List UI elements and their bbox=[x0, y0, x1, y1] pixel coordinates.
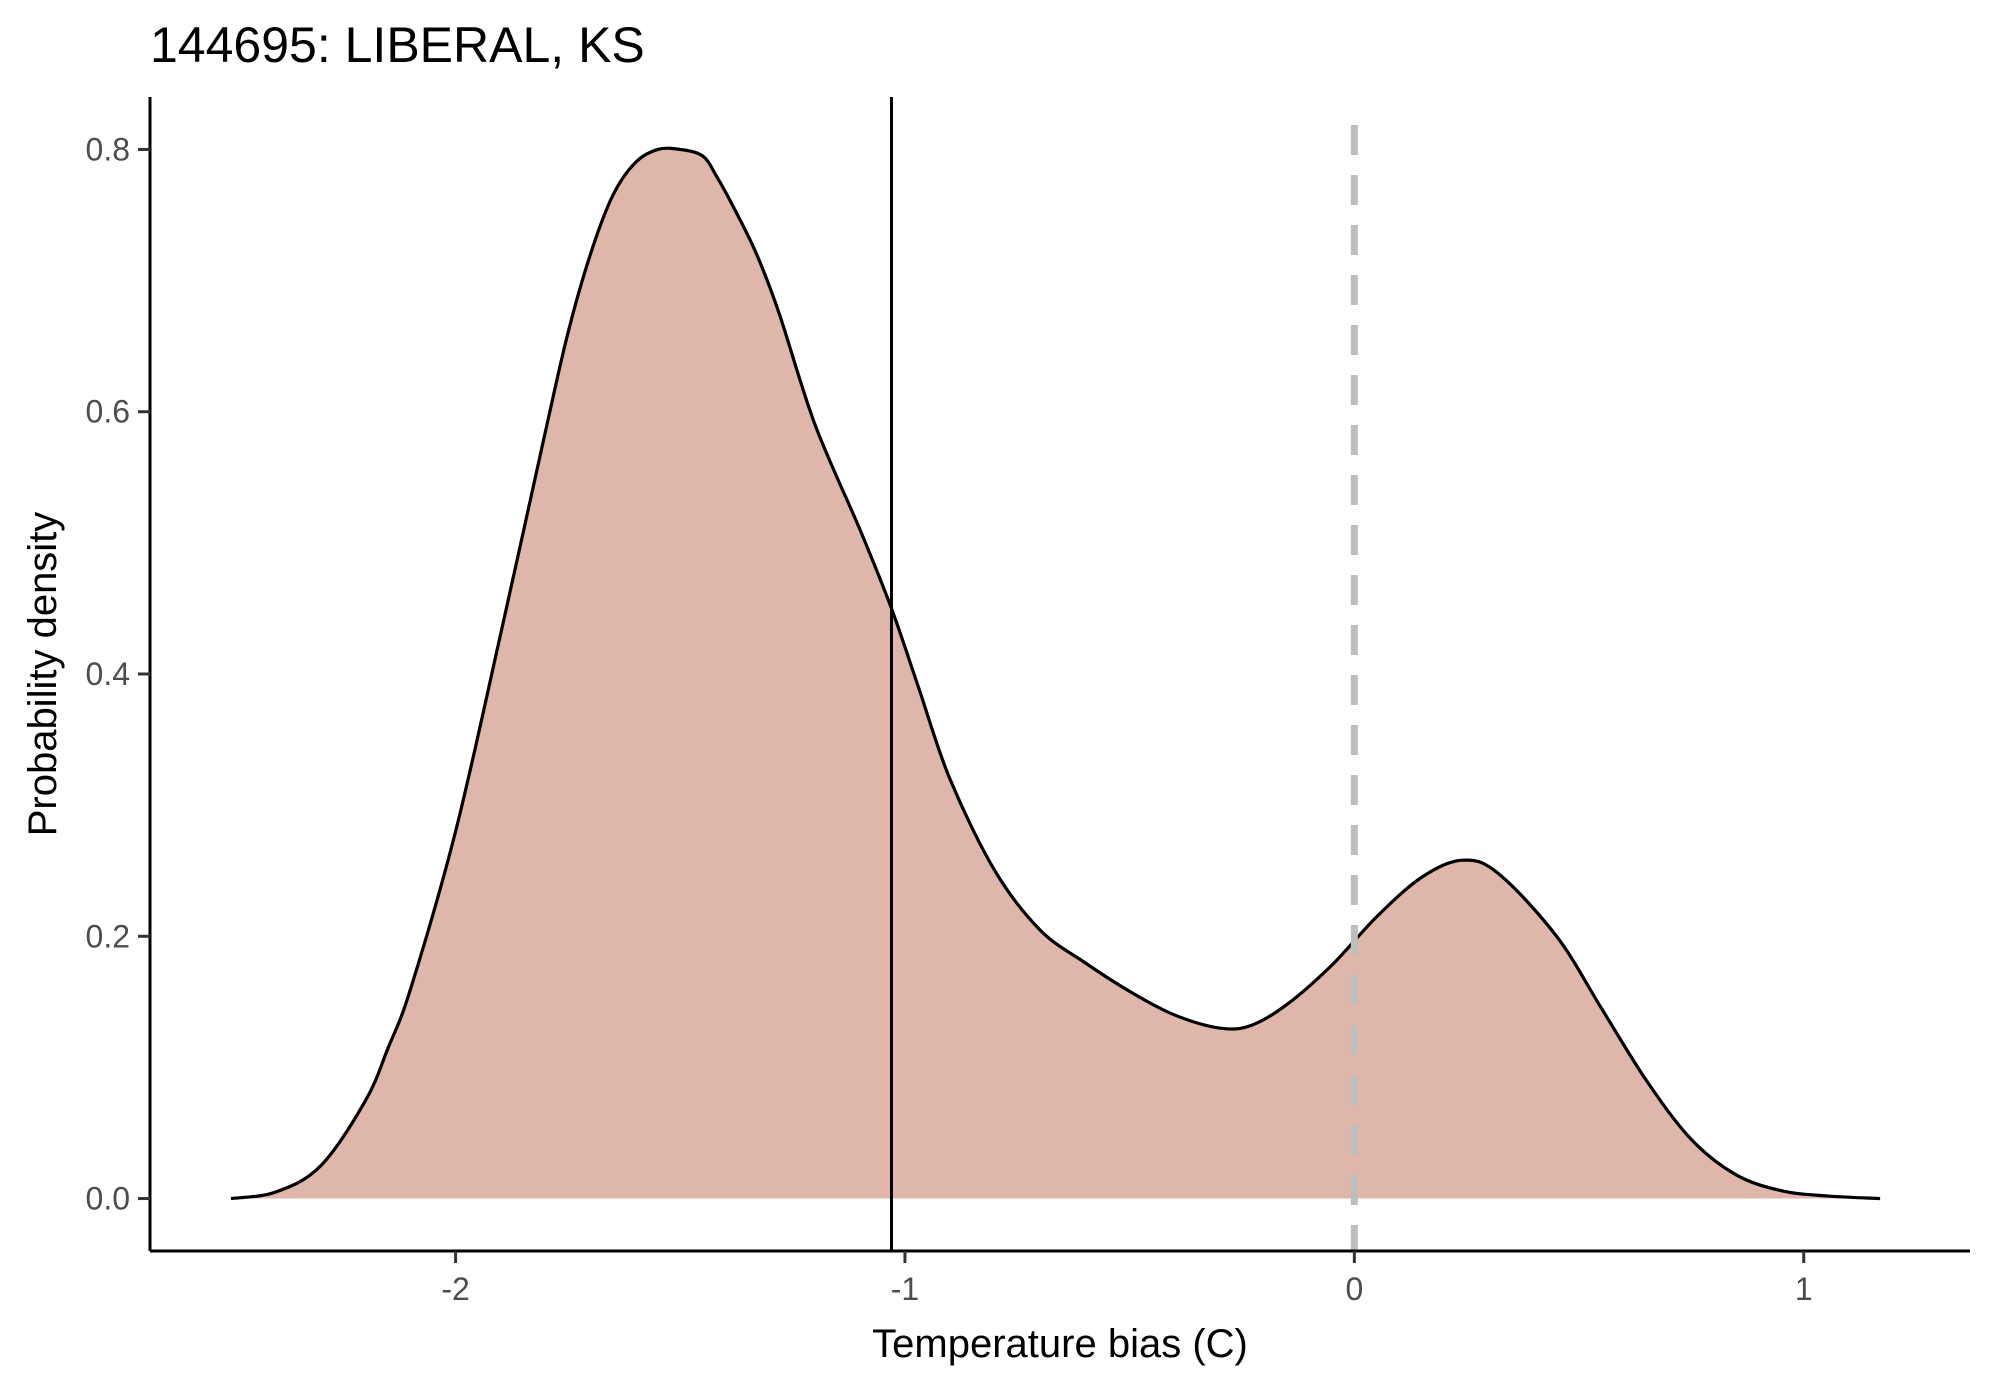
y-axis-title: Probability density bbox=[21, 512, 65, 837]
tick-marks: -2 -1 0 1 0.0 0.2 0.4 0.6 0.8 bbox=[86, 131, 1813, 1307]
y-tick-label: 0.4 bbox=[86, 656, 130, 692]
density-curve-0 bbox=[230, 146, 1881, 1201]
x-tick-label: 0 bbox=[1345, 1271, 1363, 1307]
x-tick-label: -2 bbox=[441, 1271, 469, 1307]
x-tick-label: -1 bbox=[891, 1271, 919, 1307]
y-tick-label: 0.6 bbox=[86, 394, 130, 430]
y-tick-label: 0.0 bbox=[86, 1181, 130, 1217]
y-tick-label: 0.2 bbox=[86, 918, 130, 954]
chart-title: 144695: LIBERAL, KS bbox=[150, 17, 645, 73]
plot-area bbox=[230, 97, 1881, 1251]
y-tick-label: 0.8 bbox=[86, 131, 130, 167]
density-area-0 bbox=[230, 148, 1881, 1199]
x-axis-title: Temperature bias (C) bbox=[872, 1322, 1248, 1366]
x-tick-label: 1 bbox=[1795, 1271, 1813, 1307]
